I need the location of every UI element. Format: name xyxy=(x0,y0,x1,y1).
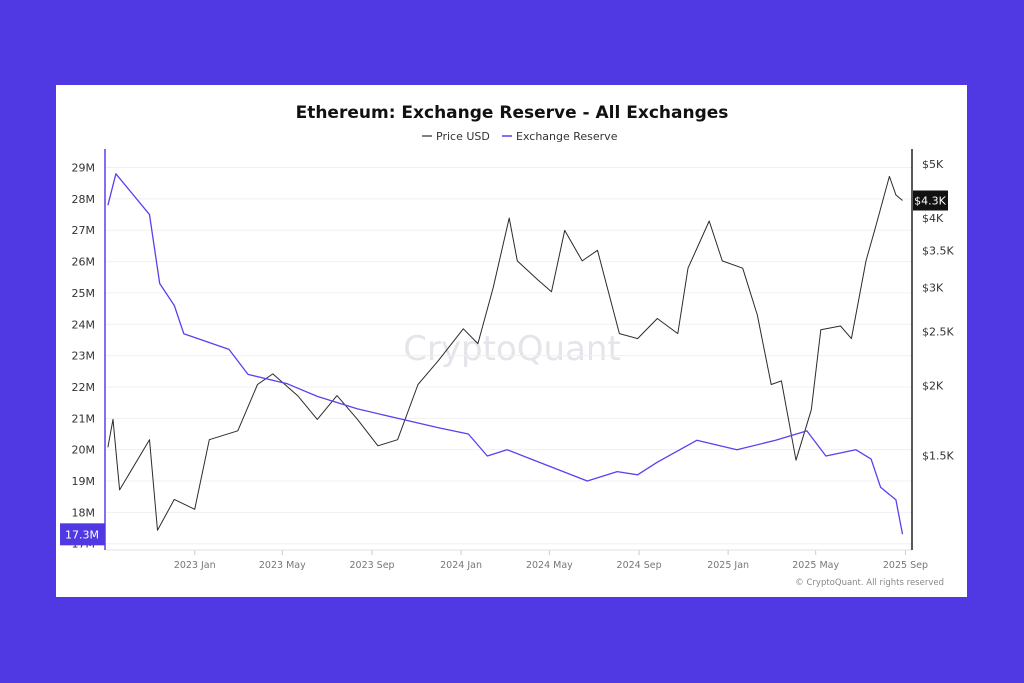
y-left-tick-label: 27M xyxy=(72,224,96,237)
current-price-badge xyxy=(913,190,948,211)
legend: Price USD Exchange Reserve xyxy=(422,130,618,143)
x-tick-label: 2023 Jan xyxy=(174,560,216,571)
x-tick-label: 2024 Sep xyxy=(617,560,662,571)
chart-panel: Ethereum: Exchange Reserve - All Exchang… xyxy=(56,85,967,597)
watermark: CryptoQuant xyxy=(403,329,621,369)
current-price-label: $4.3K xyxy=(914,195,946,208)
y-left-tick-label: 26M xyxy=(72,256,96,269)
current-reserve-badge xyxy=(60,523,105,546)
x-tick-label: 2023 Sep xyxy=(349,560,394,571)
y-left-tick-label: 25M xyxy=(72,287,96,300)
chart: Ethereum: Exchange Reserve - All Exchang… xyxy=(60,103,954,588)
x-tick-label: 2024 Jan xyxy=(440,560,482,571)
x-tick-label: 2025 May xyxy=(792,560,839,571)
current-reserve-label: 17.3M xyxy=(65,528,99,541)
y-right-tick-label: $3K xyxy=(922,282,944,295)
price-usd-line xyxy=(107,175,903,531)
x-tick-label: 2025 Jan xyxy=(707,560,749,571)
y-right-tick-label: $1.5K xyxy=(922,449,954,462)
copyright: © CryptoQuant. All rights reserved xyxy=(795,578,944,588)
y-left-tick-label: 18M xyxy=(72,506,96,519)
x-tick-label: 2023 May xyxy=(259,560,306,571)
y-right-tick-label: $4K xyxy=(922,212,944,225)
legend-price-label[interactable]: Price USD xyxy=(436,130,490,143)
y-left-tick-label: 23M xyxy=(72,350,96,363)
y-left-tick-label: 22M xyxy=(72,381,96,394)
x-tick-label: 2024 May xyxy=(526,560,573,571)
y-right-tick-label: $2.5K xyxy=(922,326,954,339)
y-left-tick-label: 28M xyxy=(72,193,96,206)
y-left-tick-label: 19M xyxy=(72,475,96,488)
y-left-tick-label: 24M xyxy=(72,318,96,331)
y-right-tick-label: $3.5K xyxy=(922,244,954,257)
y-right-tick-label: $2K xyxy=(922,380,944,393)
chart-title: Ethereum: Exchange Reserve - All Exchang… xyxy=(296,103,729,123)
x-tick-label: 2025 Sep xyxy=(883,560,928,571)
y-right-tick-label: $5K xyxy=(922,158,944,171)
y-left-tick-label: 21M xyxy=(72,412,96,425)
legend-reserve-label[interactable]: Exchange Reserve xyxy=(516,130,618,143)
y-left-tick-label: 29M xyxy=(72,162,96,175)
y-left-tick-label: 20M xyxy=(72,444,96,457)
